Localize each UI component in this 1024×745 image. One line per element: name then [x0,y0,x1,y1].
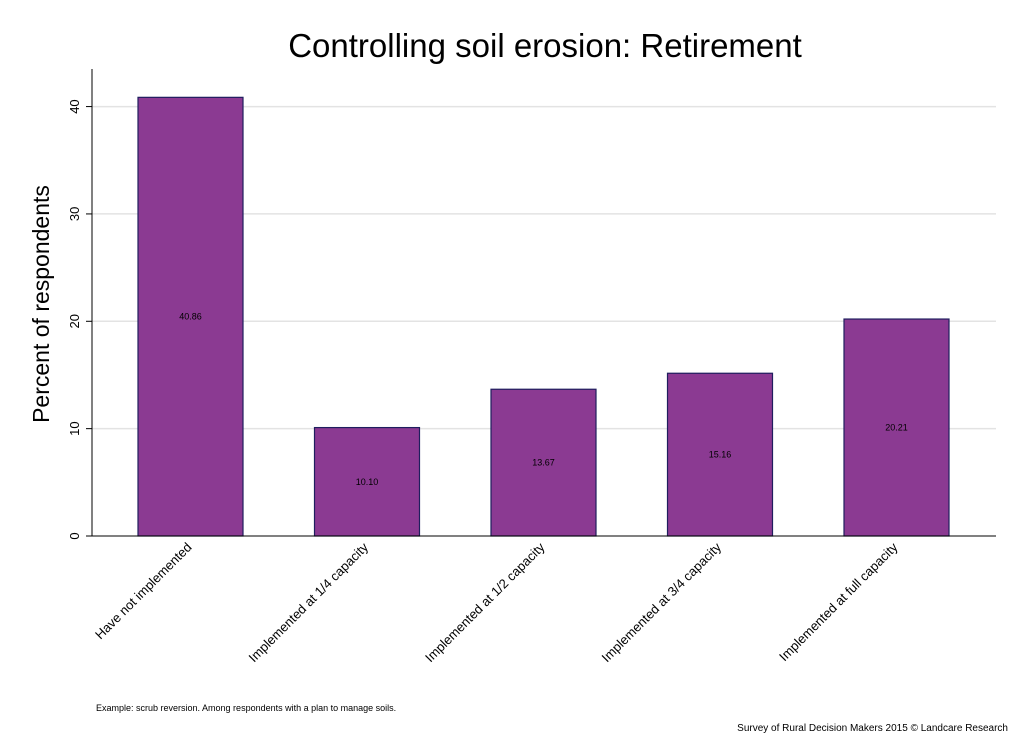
data-label: 20.21 [885,423,908,433]
y-tick-label: 40 [67,99,82,113]
data-label: 15.16 [709,450,732,460]
bars [137,96,950,537]
y-tick-label: 30 [67,207,82,221]
bar [843,318,950,537]
x-tick-label: Implemented at 1/4 capacity [246,539,372,665]
y-axis-title: Percent of respondents [28,185,54,423]
x-tick-label: Have not implemented [92,540,195,643]
y-tick-label: 0 [67,532,82,539]
data-label: 10.10 [356,477,379,487]
y-tick-label: 20 [67,314,82,328]
axes [91,69,996,537]
x-tick-labels: Have not implemented Implemented at 1/4 c… [92,539,901,665]
x-tick-label: Implemented at 3/4 capacity [599,539,725,665]
y-tick-label: 10 [67,421,82,435]
x-tick-label: Implemented at 1/2 capacity [422,539,548,665]
y-ticks: 0 10 20 30 40 [67,99,92,540]
chart-title: Controlling soil erosion: Retirement [288,27,802,64]
source-credit: Survey of Rural Decision Makers 2015 © L… [737,723,1008,734]
bar [666,372,774,537]
data-labels: 40.86 10.10 13.67 15.16 20.21 [179,312,908,487]
bar [490,388,597,537]
bar [313,426,421,537]
data-label: 13.67 [532,458,555,468]
x-tick-label: Implemented at full capacity [776,539,901,664]
footnote: Example: scrub reversion. Among responde… [96,703,397,713]
data-label: 40.86 [179,312,202,322]
